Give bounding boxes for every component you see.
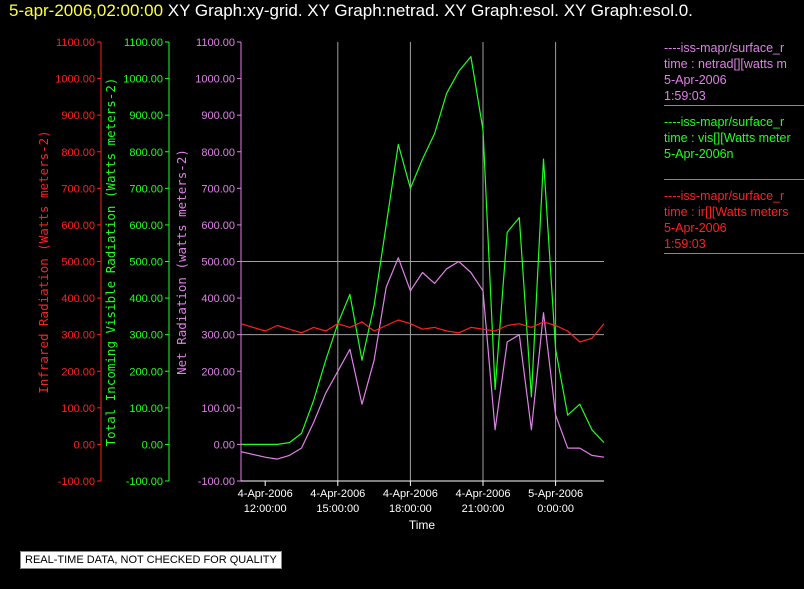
legend: ----iss-mapr/surface_r time : netrad[][w…	[664, 40, 804, 262]
y-tick-label: 100.00	[61, 403, 95, 415]
y-tick-label: 500.00	[129, 257, 163, 269]
legend-entry-time: 1:59:03	[664, 89, 706, 103]
y-tick-label: 900.00	[61, 110, 95, 122]
legend-entry-ir: ----iss-mapr/surface_r time : ir[][Watts…	[664, 188, 804, 254]
y-tick-label: 100.00	[129, 403, 163, 415]
y-tick-label: 400.00	[201, 293, 235, 305]
y-tick-label: 900.00	[201, 110, 235, 122]
legend-entry-source: ----iss-mapr/surface_r	[664, 115, 785, 129]
y-axis-label-1: Total Incoming Visible Radiation (Watts …	[103, 78, 118, 447]
y-tick-label: 0.00	[74, 439, 95, 451]
grid-layer	[241, 42, 604, 481]
legend-entry-source: ----iss-mapr/surface_r	[664, 189, 785, 203]
y-tick-label: 200.00	[201, 366, 235, 378]
y-axis-label-2: Net Radiation (watts meters-2)	[174, 149, 189, 375]
legend-entry-time: 1:59:03	[664, 237, 706, 251]
legend-entry-date: 5-Apr-2006	[664, 221, 727, 235]
y-tick-label: -100.00	[126, 476, 163, 488]
title-graph-list: XY Graph:xy-grid. XY Graph:netrad. XY Gr…	[163, 1, 693, 20]
x-tick-label-date: 4-Apr-2006	[238, 488, 293, 500]
window-title: 5-apr-2006,02:00:00 XY Graph:xy-grid. XY…	[9, 1, 693, 21]
y-tick-label: 400.00	[129, 293, 163, 305]
y-axes: 1100.00 1000.00 900.00 800.00 700.00 600.00 50…	[36, 37, 242, 488]
y-tick-label: 700.00	[201, 183, 235, 195]
y-tick-label: 600.00	[61, 220, 95, 232]
x-axis-label: Time	[409, 518, 436, 532]
x-tick-label-time: 21:00:00	[462, 503, 505, 515]
x-tick-label-time: 0:00:00	[537, 503, 574, 515]
x-tick-label-time: 18:00:00	[389, 503, 432, 515]
y-tick-label: 0.00	[142, 439, 163, 451]
y-tick-label: 700.00	[129, 183, 163, 195]
x-tick-label-date: 5-Apr-2006	[528, 488, 583, 500]
legend-entry-variable: time : ir[][Watts meters	[664, 205, 789, 219]
series-line-netrad	[240, 257, 605, 460]
x-tick-label-date: 4-Apr-2006	[383, 488, 438, 500]
y-tick-label: 1100.00	[56, 37, 95, 49]
x-tick-label-time: 15:00:00	[316, 503, 359, 515]
x-tick-label-date: 4-Apr-2006	[310, 488, 365, 500]
y-tick-label: -100.00	[58, 476, 95, 488]
y-tick-label: 1000.00	[123, 74, 163, 86]
y-tick-label: 1100.00	[124, 37, 163, 49]
y-tick-label: 600.00	[129, 220, 163, 232]
legend-entry-netrad: ----iss-mapr/surface_r time : netrad[][w…	[664, 40, 804, 106]
y-tick-label: 1000.00	[195, 74, 235, 86]
legend-entry-variable: time : netrad[][watts m	[664, 57, 787, 71]
legend-entry-source: ----iss-mapr/surface_r	[664, 41, 785, 55]
series-layer	[240, 55, 605, 460]
y-tick-label: 200.00	[61, 366, 95, 378]
y-tick-label: 100.00	[201, 403, 235, 415]
legend-entry-variable: time : vis[][Watts meter	[664, 131, 791, 145]
y-tick-label: 1000.00	[55, 74, 95, 86]
legend-entry-time	[664, 162, 804, 178]
x-tick-label-time: 12:00:00	[244, 503, 287, 515]
y-tick-label: 600.00	[201, 220, 235, 232]
y-tick-label: 400.00	[61, 293, 95, 305]
y-tick-label: 300.00	[201, 330, 235, 342]
series-line-ir	[240, 319, 605, 343]
y-tick-label: 900.00	[129, 110, 163, 122]
y-tick-label: 500.00	[201, 257, 235, 269]
legend-entry-date: 5-Apr-2006n	[664, 147, 734, 161]
x-axis: 4-Apr-2006 12:00:00 4-Apr-2006 15:00:00 4-Ap…	[238, 480, 604, 532]
y-tick-label: 200.00	[129, 366, 163, 378]
quality-disclaimer: REAL-TIME DATA, NOT CHECKED FOR QUALITY	[20, 551, 282, 569]
y-axis-label-0: Infrared Radiation (Watts meters-2)	[36, 130, 51, 393]
y-tick-label: 800.00	[61, 147, 95, 159]
y-tick-label: -100.00	[198, 476, 235, 488]
title-timestamp: 5-apr-2006,02:00:00	[9, 1, 164, 20]
y-tick-label: 500.00	[61, 257, 95, 269]
legend-entry-vis: ----iss-mapr/surface_r time : vis[][Watt…	[664, 114, 804, 180]
y-tick-label: 0.00	[214, 439, 235, 451]
series-line-vis	[241, 55, 605, 445]
y-tick-label: 800.00	[129, 147, 163, 159]
y-tick-label: 800.00	[201, 147, 235, 159]
y-tick-label: 300.00	[129, 330, 163, 342]
x-tick-label-date: 4-Apr-2006	[455, 488, 510, 500]
y-tick-label: 700.00	[61, 183, 95, 195]
y-tick-label: 1100.00	[196, 37, 235, 49]
legend-entry-date: 5-Apr-2006	[664, 73, 727, 87]
y-tick-label: 300.00	[61, 330, 95, 342]
